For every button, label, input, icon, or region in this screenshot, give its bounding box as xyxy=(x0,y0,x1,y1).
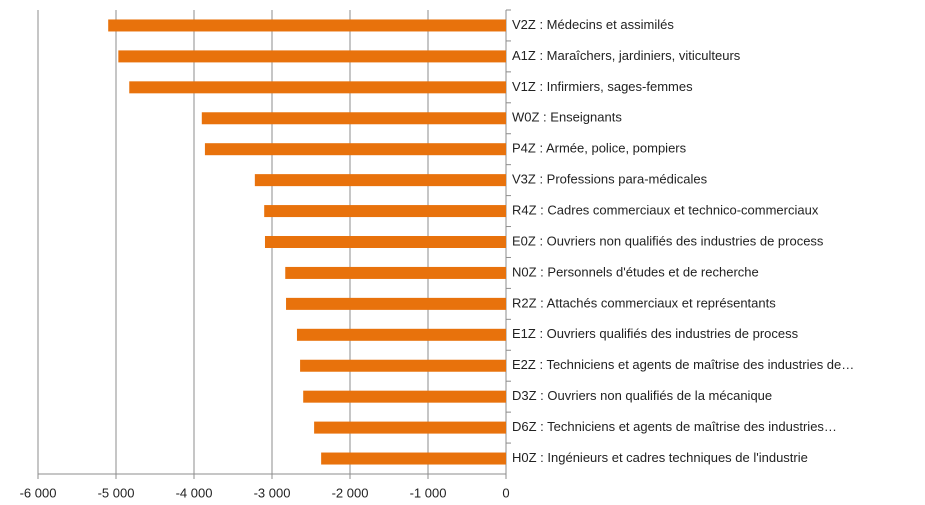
bar xyxy=(314,421,506,434)
y-tick-label: R2Z : Attachés commerciaux et représenta… xyxy=(512,295,776,310)
x-tick-label: -4 000 xyxy=(176,485,213,500)
y-tick-label: E2Z : Techniciens et agents de maîtrise … xyxy=(512,357,854,372)
x-tick-label: -6 000 xyxy=(20,485,57,500)
bar xyxy=(296,328,506,341)
y-tick-label: E1Z : Ouvriers qualifiés des industries … xyxy=(512,326,799,341)
bar xyxy=(303,390,506,403)
x-tick-label: -3 000 xyxy=(254,485,291,500)
y-tick-label: H0Z : Ingénieurs et cadres techniques de… xyxy=(512,450,808,465)
y-tick-label: W0Z : Enseignants xyxy=(512,110,622,125)
x-tick-label: -5 000 xyxy=(98,485,135,500)
x-tick-label: -1 000 xyxy=(410,485,447,500)
y-tick-label: P4Z : Armée, police, pompiers xyxy=(512,141,687,156)
y-tick-label: D6Z : Techniciens et agents de maîtrise … xyxy=(512,419,837,434)
bar xyxy=(201,112,507,125)
y-tick-label: N0Z : Personnels d'études et de recherch… xyxy=(512,264,759,279)
y-tick-label: R4Z : Cadres commerciaux et technico-com… xyxy=(512,203,819,218)
x-tick-label: 0 xyxy=(502,485,509,500)
bar xyxy=(264,236,506,248)
y-tick-label: D3Z : Ouvriers non qualifiés de la mécan… xyxy=(512,388,772,403)
y-tick-label: V1Z : Infirmiers, sages-femmes xyxy=(512,79,693,94)
bar xyxy=(286,297,506,310)
bar xyxy=(300,359,506,372)
x-tick-label: -2 000 xyxy=(332,485,369,500)
bar xyxy=(118,50,506,63)
y-tick-label: V3Z : Professions para-médicales xyxy=(512,172,708,187)
bar xyxy=(204,143,507,156)
y-tick-label: E0Z : Ouvriers non qualifiés des industr… xyxy=(512,233,824,248)
bar xyxy=(264,205,506,218)
bar xyxy=(285,266,506,279)
bar xyxy=(129,81,506,94)
y-tick-label: V2Z : Médecins et assimilés xyxy=(512,17,674,32)
bar xyxy=(108,19,506,32)
y-tick-label: A1Z : Maraîchers, jardiniers, viticulteu… xyxy=(512,48,741,63)
bar xyxy=(321,452,506,465)
bar xyxy=(254,174,506,187)
